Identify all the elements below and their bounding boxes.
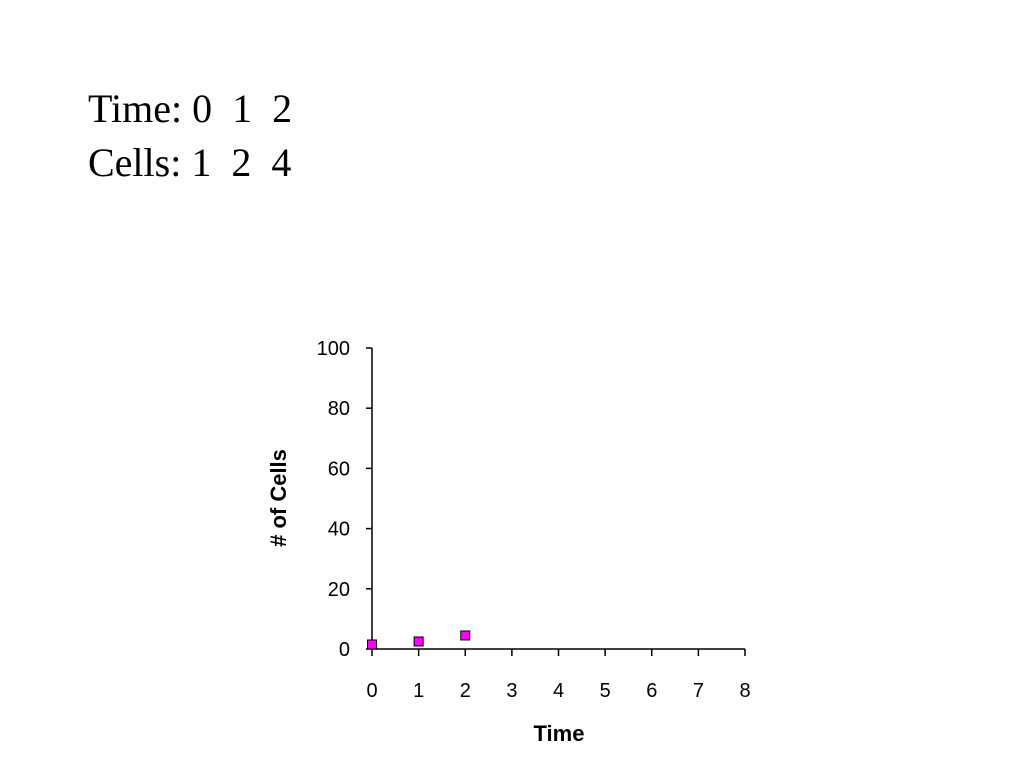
x-tick-label: 4: [553, 680, 564, 702]
x-tick-label: 7: [693, 680, 704, 702]
x-tick-label: 6: [646, 680, 657, 702]
axes: [371, 348, 745, 650]
time-value-1: 1: [232, 86, 253, 131]
y-tick-label: 100: [317, 338, 350, 360]
data-point: [460, 630, 471, 641]
x-tick-label: 2: [460, 680, 471, 702]
time-label: Time:: [88, 86, 183, 131]
data-point: [367, 639, 377, 650]
x-tick-label: 8: [739, 680, 750, 702]
slide-text: Time: 0 1 2 Cells: 1 2 4: [88, 82, 292, 190]
ticks: 0 20 40 60 80 100 0 1 2 3 4 5 6 7 8: [317, 338, 751, 702]
y-tick-label: 40: [328, 519, 350, 541]
time-value-2: 2: [272, 86, 293, 131]
time-row: Time: 0 1 2: [88, 82, 292, 136]
y-tick-label: 60: [328, 458, 350, 480]
y-tick-label: 20: [328, 579, 350, 601]
cells-row: Cells: 1 2 4: [88, 136, 292, 190]
cells-value-1: 2: [231, 140, 252, 185]
y-tick-label: 0: [339, 639, 350, 661]
data-point: [413, 636, 424, 647]
cells-label: Cells:: [88, 140, 182, 185]
y-tick-label: 80: [328, 398, 350, 420]
x-tick-label: 1: [413, 680, 424, 702]
x-tick-label: 5: [600, 680, 611, 702]
cells-value-0: 1: [191, 140, 212, 185]
time-value-0: 0: [192, 86, 213, 131]
cells-value-2: 4: [271, 140, 292, 185]
x-tick-label: 0: [366, 680, 377, 702]
x-tick-label: 3: [506, 680, 517, 702]
x-axis-title: Time: [534, 721, 585, 746]
data-points: [367, 630, 471, 650]
y-axis-title: # of Cells: [266, 449, 291, 547]
